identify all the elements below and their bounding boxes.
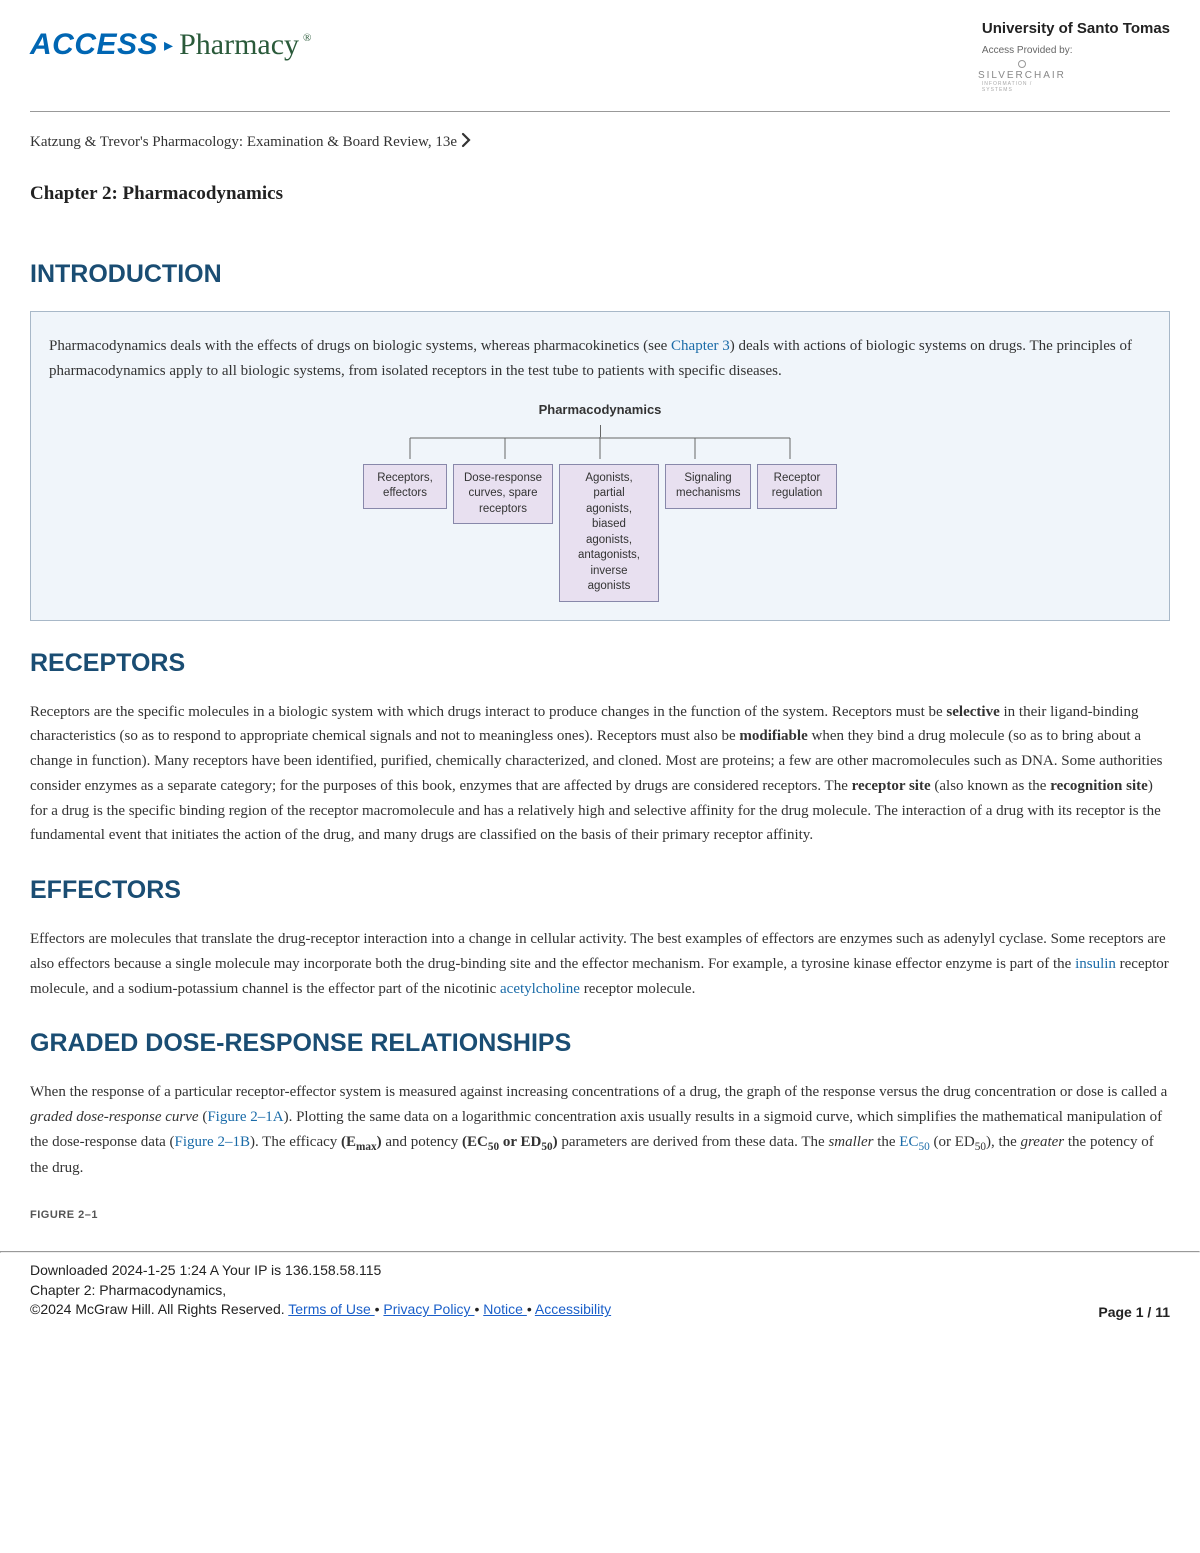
footer-copyright: ©2024 McGraw Hill. All Rights Reserved. xyxy=(30,1301,288,1317)
bold-recognition-site: recognition site xyxy=(1050,778,1148,794)
acetylcholine-link[interactable]: acetylcholine xyxy=(500,981,580,997)
access-pharmacy-logo[interactable]: ACCESS ▸ Pharmacy ® xyxy=(30,28,311,62)
chapter-3-link[interactable]: Chapter 3 xyxy=(671,338,730,354)
figure-2-1a-link[interactable]: Figure 2–1A xyxy=(207,1109,283,1125)
ec50-link[interactable]: EC50 xyxy=(899,1134,929,1150)
page-footer: Downloaded 2024-1-25 1:24 A Your IP is 1… xyxy=(0,1253,1200,1335)
header-attribution: University of Santo Tomas Access Provide… xyxy=(982,20,1170,93)
bold-modifiable: modifiable xyxy=(739,728,807,744)
page-header: ACCESS ▸ Pharmacy ® University of Santo … xyxy=(30,20,1170,112)
logo-pharmacy-text: Pharmacy xyxy=(179,28,299,62)
receptors-heading: RECEPTORS xyxy=(30,649,1170,678)
bold-receptor-site: receptor site xyxy=(852,778,931,794)
footer-left: Downloaded 2024-1-25 1:24 A Your IP is 1… xyxy=(30,1261,611,1320)
diagram-box-dose-response: Dose-responsecurves, sparereceptors xyxy=(453,464,553,525)
italic-smaller: smaller xyxy=(828,1134,873,1150)
breadcrumb-text: Katzung & Trevor's Pharmacology: Examina… xyxy=(30,134,457,151)
silverchair-icon xyxy=(1018,60,1026,68)
diagram-box-regulation: Receptorregulation xyxy=(757,464,837,509)
logo-trademark: ® xyxy=(303,32,311,44)
footer-copyright-line: ©2024 McGraw Hill. All Rights Reserved. … xyxy=(30,1300,611,1320)
figure-2-1b-link[interactable]: Figure 2–1B xyxy=(175,1134,250,1150)
chapter-title: Chapter 2: Pharmacodynamics xyxy=(30,183,1170,205)
figure-2-1-label: FIGURE 2–1 xyxy=(30,1209,1170,1221)
pharmacodynamics-diagram: Pharmacodynamics Receptors,effectors Dos… xyxy=(49,402,1151,602)
footer-downloaded: Downloaded 2024-1-25 1:24 A Your IP is 1… xyxy=(30,1261,611,1281)
dose-response-text: When the response of a particular recept… xyxy=(30,1080,1170,1181)
intro-text-1: Pharmacodynamics deals with the effects … xyxy=(49,338,671,354)
logo-access-text: ACCESS xyxy=(30,28,158,62)
chevron-right-icon xyxy=(461,132,473,153)
introduction-box: Pharmacodynamics deals with the effects … xyxy=(30,311,1170,621)
diagram-tree-lines xyxy=(365,437,835,459)
notice-link[interactable]: Notice xyxy=(483,1301,527,1317)
diagram-title: Pharmacodynamics xyxy=(49,402,1151,417)
diagram-box-agonists: Agonists,partial agonists,biased agonist… xyxy=(559,464,659,602)
provided-by-label: Access Provided by: xyxy=(982,45,1170,56)
receptors-text: Receptors are the specific molecules in … xyxy=(30,700,1170,849)
effectors-heading: EFFECTORS xyxy=(30,876,1170,905)
silverchair-sub-text: INFORMATION / SYSTEMS xyxy=(982,81,1062,93)
logo-arrow-icon: ▸ xyxy=(164,35,173,56)
accessibility-link[interactable]: Accessibility xyxy=(535,1301,611,1317)
introduction-text: Pharmacodynamics deals with the effects … xyxy=(49,334,1151,384)
terms-link[interactable]: Terms of Use xyxy=(288,1301,374,1317)
insulin-link[interactable]: insulin xyxy=(1075,956,1116,972)
diagram-box-receptors: Receptors,effectors xyxy=(363,464,447,509)
bold-selective: selective xyxy=(946,704,999,720)
page-number: Page 1 / 11 xyxy=(1098,1304,1170,1320)
breadcrumb[interactable]: Katzung & Trevor's Pharmacology: Examina… xyxy=(30,132,1170,153)
university-name: University of Santo Tomas xyxy=(982,20,1170,37)
effectors-text: Effectors are molecules that translate t… xyxy=(30,927,1170,1001)
dose-response-heading: GRADED DOSE-RESPONSE RELATIONSHIPS xyxy=(30,1029,1170,1058)
introduction-heading: INTRODUCTION xyxy=(30,260,1170,289)
silverchair-logo: SILVERCHAIR INFORMATION / SYSTEMS xyxy=(982,60,1062,93)
bold-emax: (Emax) xyxy=(341,1134,382,1150)
silverchair-text: SILVERCHAIR xyxy=(978,70,1066,81)
bold-ec50-ed50: (EC50 or ED50) xyxy=(462,1134,558,1150)
italic-greater: greater xyxy=(1021,1134,1065,1150)
diagram-box-signaling: Signalingmechanisms xyxy=(665,464,751,509)
footer-chapter: Chapter 2: Pharmacodynamics, xyxy=(30,1281,611,1301)
privacy-link[interactable]: Privacy Policy xyxy=(383,1301,474,1317)
italic-graded-curve: graded dose-response curve xyxy=(30,1109,199,1125)
